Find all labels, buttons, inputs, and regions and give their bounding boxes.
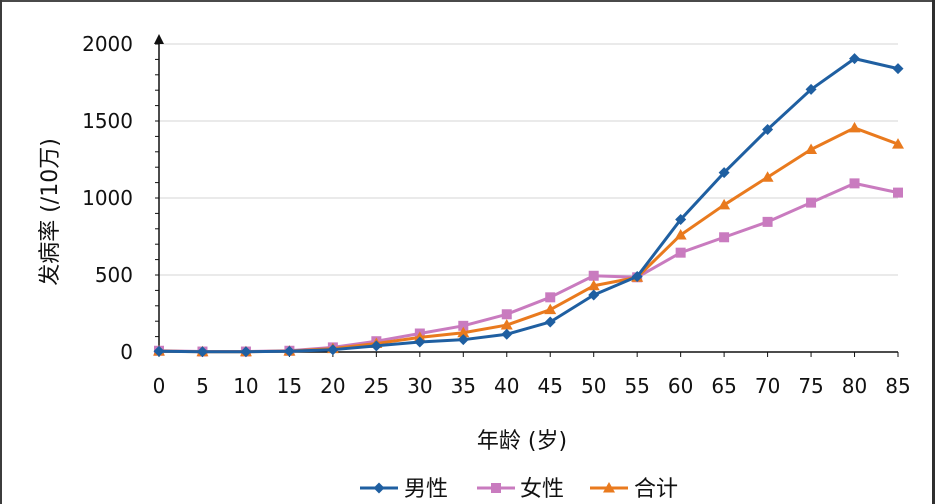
- data-point: [631, 271, 643, 283]
- legend-marker: [603, 482, 615, 493]
- data-point: [762, 123, 774, 135]
- x-tick-label: 45: [538, 374, 563, 398]
- data-point: [849, 178, 860, 189]
- data-point: [762, 216, 773, 227]
- x-tick-label: 60: [668, 374, 693, 398]
- legend-item: 男性: [360, 477, 448, 502]
- x-tick-label: 80: [842, 374, 867, 398]
- data-point: [848, 121, 861, 133]
- data-point: [240, 346, 252, 358]
- data-point: [196, 346, 208, 358]
- data-point: [675, 214, 687, 226]
- gridlines: [159, 43, 898, 276]
- data-point: [500, 319, 513, 330]
- x-axis-title: 年龄 (岁): [477, 429, 567, 454]
- data-point: [457, 334, 469, 346]
- data-point: [457, 326, 470, 338]
- window-top-edge: [0, 0, 935, 2]
- y-tick-label: 500: [95, 263, 133, 287]
- x-tick-label: 65: [711, 374, 736, 398]
- data-point: [718, 198, 731, 210]
- y-tick-label: 1000: [82, 186, 133, 210]
- x-tick-label: 35: [451, 374, 476, 398]
- data-point: [761, 171, 774, 182]
- data-point: [893, 187, 903, 198]
- window-right-edge: [932, 0, 935, 504]
- data-point: [501, 328, 513, 340]
- series-line: [158, 126, 899, 354]
- y-tick-label: 0: [120, 340, 133, 364]
- data-point: [283, 345, 295, 357]
- legend-item: 女性: [477, 477, 564, 502]
- legend-item: 合计: [590, 477, 678, 502]
- data-point: [719, 232, 730, 243]
- data-point: [805, 143, 818, 154]
- x-tick-label: 70: [755, 374, 780, 398]
- y-axis-arrow: [154, 34, 164, 44]
- series-line: [158, 181, 899, 354]
- data-point: [501, 309, 512, 320]
- data-point: [458, 320, 469, 331]
- tick-labels: 0 500 1000 1500 2000 0 5 10 15 20 25 30 35 40 45 50 55 60…: [82, 32, 911, 398]
- x-tick-label: 30: [407, 374, 432, 398]
- legend-marker: [491, 483, 501, 493]
- x-tick-label: 85: [885, 374, 910, 398]
- x-tick-label: 25: [364, 374, 389, 398]
- data-point: [892, 138, 904, 149]
- data-point: [588, 289, 600, 301]
- x-tick-label: 20: [320, 374, 345, 398]
- data-point: [545, 292, 556, 303]
- y-tick-label: 2000: [82, 32, 133, 56]
- x-tick-label: 0: [153, 374, 166, 398]
- series-male: [153, 53, 904, 358]
- x-tick-label: 55: [624, 374, 649, 398]
- x-tick-label: 40: [494, 374, 519, 398]
- series-line: [158, 57, 899, 354]
- data-point: [718, 167, 730, 179]
- series-total: [153, 121, 904, 357]
- data-point: [414, 336, 426, 348]
- data-point: [674, 228, 687, 240]
- x-tick-label: 75: [798, 374, 823, 398]
- data-point: [327, 344, 339, 356]
- data-point: [892, 63, 904, 75]
- x-tick-label: 15: [277, 374, 302, 398]
- x-tick-label: 5: [196, 374, 209, 398]
- legend-label: 合计: [634, 477, 678, 502]
- y-tick-label: 1500: [82, 109, 133, 133]
- legend-label: 男性: [404, 477, 448, 502]
- data-point: [588, 270, 599, 281]
- data-point: [370, 340, 382, 352]
- data-point: [587, 279, 600, 291]
- legend-marker: [373, 482, 385, 494]
- x-tick-label: 10: [233, 374, 258, 398]
- data-point: [849, 53, 861, 65]
- data-point: [805, 83, 817, 95]
- data-point: [675, 247, 686, 258]
- legend-label: 女性: [520, 477, 564, 502]
- data-point: [153, 345, 165, 357]
- x-tick-label: 50: [581, 374, 606, 398]
- legend: 男性 女性 合计: [360, 477, 678, 502]
- axes: [154, 34, 899, 357]
- data-point: [544, 303, 557, 315]
- series-lines: [153, 53, 904, 358]
- series-female: [154, 178, 903, 357]
- y-axis-title: 发病率 (/10万): [38, 138, 63, 286]
- data-point: [544, 316, 556, 328]
- data-point: [806, 197, 817, 208]
- window-left-edge: [0, 0, 2, 504]
